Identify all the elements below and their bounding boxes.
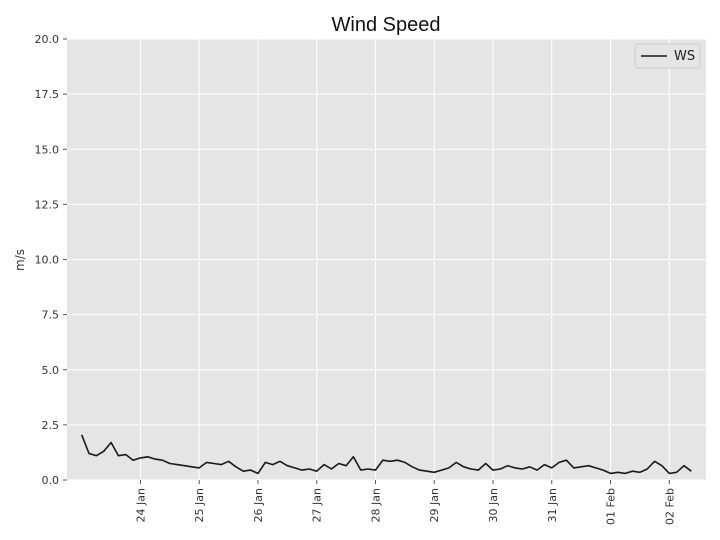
x-tick-label: 30 Jan <box>487 488 500 522</box>
x-tick-label: 31 Jan <box>546 488 559 522</box>
x-tick-label: 24 Jan <box>134 488 147 522</box>
legend: WS <box>634 43 701 69</box>
y-tick-label: 10.0 <box>35 254 60 267</box>
y-tick-label: 5.0 <box>42 364 60 377</box>
y-tick-label: 0.0 <box>42 474 60 487</box>
y-tick-label: 12.5 <box>35 198 60 211</box>
x-tick-label: 29 Jan <box>428 488 441 522</box>
y-tick-label: 15.0 <box>35 143 60 156</box>
series-line-ws <box>80 434 692 475</box>
x-tick-label: 28 Jan <box>369 488 382 522</box>
x-tick-label: 27 Jan <box>311 488 324 522</box>
legend-box <box>634 43 701 69</box>
x-tick-label: 26 Jan <box>252 488 265 522</box>
x-tick-label: 01 Feb <box>605 488 618 525</box>
x-tick-label: 02 Feb <box>663 488 676 525</box>
y-axis-ticks: 0.0 2.5 5.0 7.5 10.0 12.5 15.0 17.5 20.0 <box>35 33 67 487</box>
chart-title: Wind Speed <box>332 14 441 36</box>
legend-label-ws: WS <box>674 49 695 64</box>
y-tick-label: 17.5 <box>35 88 60 101</box>
x-axis-ticks: 24 Jan 25 Jan 26 Jan 27 Jan 28 Jan 29 Jan 30 J… <box>134 480 676 525</box>
y-axis-label: m/s <box>13 249 27 271</box>
y-tick-label: 7.5 <box>42 309 60 322</box>
series-layer <box>80 434 692 475</box>
y-tick-label: 20.0 <box>35 33 60 46</box>
grid-lines <box>67 38 706 481</box>
x-tick-label: 25 Jan <box>193 488 206 522</box>
y-tick-label: 2.5 <box>42 419 60 432</box>
